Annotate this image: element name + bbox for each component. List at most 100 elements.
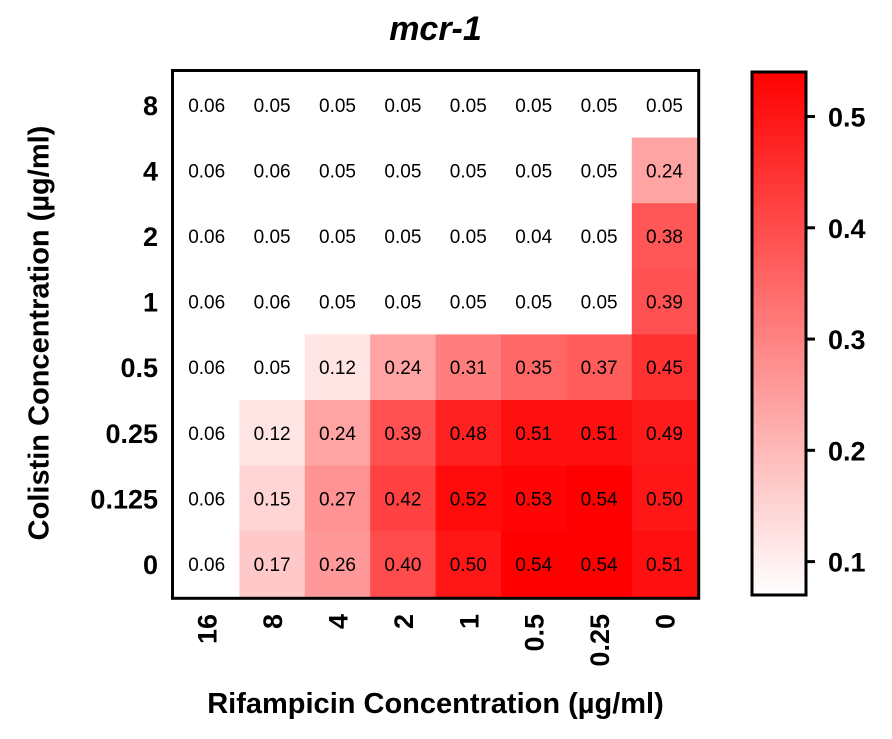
heatmap-cell (174, 531, 240, 598)
heatmap-cell (370, 531, 437, 598)
cell-value-label: 0.27 (319, 489, 356, 510)
x-tick-label: 8 (258, 614, 288, 629)
cell-value-label: 0.05 (450, 161, 487, 182)
heatmap-cell (370, 465, 437, 532)
cell-value-label: 0.05 (515, 161, 552, 182)
cell-value-label: 0.48 (450, 424, 487, 445)
heatmap-cell (631, 137, 698, 204)
cell-value-label: 0.05 (450, 96, 487, 117)
heatmap-cell (435, 72, 502, 139)
cell-value-label: 0.05 (319, 227, 356, 248)
x-tick-label: 1 (454, 614, 484, 629)
cell-value-label: 0.05 (384, 161, 421, 182)
heatmap-cell (174, 400, 240, 467)
heatmap-cell (174, 465, 240, 532)
cell-value-label: 0.05 (450, 293, 487, 314)
cell-value-label: 0.06 (254, 293, 291, 314)
heatmap-cell (566, 531, 633, 598)
heatmap-cell (631, 531, 698, 598)
cell-value-label: 0.50 (450, 555, 487, 576)
cell-value-label: 0.05 (581, 96, 618, 117)
cell-value-label: 0.06 (188, 555, 225, 576)
heatmap-cell (435, 465, 502, 532)
heatmap-cell (370, 137, 437, 204)
heatmap-cell (174, 334, 240, 401)
heatmap-cell (370, 268, 437, 335)
heatmap-cell (304, 400, 371, 467)
cell-value-label: 0.52 (450, 489, 487, 510)
cell-value-label: 0.37 (581, 358, 618, 379)
heatmap-cell (239, 203, 306, 270)
heatmap-cell (304, 465, 371, 532)
colorbar-tick-label: 0.1 (828, 548, 866, 578)
y-tick-label: 0 (143, 550, 158, 580)
cell-value-label: 0.05 (581, 227, 618, 248)
heatmap-cell (501, 334, 567, 401)
cell-value-label: 0.05 (319, 293, 356, 314)
heatmap-cell (174, 137, 240, 204)
cell-value-label: 0.53 (515, 489, 552, 510)
heatmap-cell (239, 137, 306, 204)
x-tick-label: 4 (324, 614, 354, 629)
heatmap-cell (631, 400, 698, 467)
heatmap-cell (435, 268, 502, 335)
cell-value-label: 0.31 (450, 358, 487, 379)
y-tick-label: 4 (143, 156, 158, 186)
cell-value-label: 0.05 (515, 293, 552, 314)
heatmap-cell (239, 465, 306, 532)
y-tick-label: 1 (143, 288, 158, 318)
heatmap-cell (501, 400, 567, 467)
heatmap-cell (304, 72, 371, 139)
cell-value-label: 0.06 (188, 293, 225, 314)
heatmap-cell (435, 334, 502, 401)
heatmap-cell (566, 137, 633, 204)
heatmap-cell (631, 465, 698, 532)
cell-value-label: 0.05 (254, 227, 291, 248)
cell-value-label: 0.54 (515, 555, 552, 576)
cell-value-label: 0.06 (188, 161, 225, 182)
heatmap-cell (501, 465, 567, 532)
heatmap-cell (501, 531, 567, 598)
y-tick-label: 2 (143, 222, 158, 252)
cell-value-label: 0.05 (319, 96, 356, 117)
x-axis-label: Rifampicin Concentration (µg/ml) (207, 688, 664, 720)
cell-value-label: 0.06 (188, 96, 225, 117)
heatmap-cell (304, 268, 371, 335)
heatmap-cell (239, 268, 306, 335)
cell-value-label: 0.50 (646, 489, 683, 510)
cell-value-label: 0.38 (646, 227, 683, 248)
cell-value-label: 0.15 (254, 489, 291, 510)
cell-value-label: 0.51 (515, 424, 552, 445)
heatmap-cell (239, 334, 306, 401)
heatmap-cell (239, 531, 306, 598)
heatmap-cell (435, 531, 502, 598)
cell-value-label: 0.05 (581, 293, 618, 314)
cell-value-label: 0.54 (581, 489, 618, 510)
cell-value-label: 0.06 (188, 227, 225, 248)
cell-value-label: 0.06 (188, 424, 225, 445)
cell-value-label: 0.05 (581, 161, 618, 182)
cell-value-label: 0.05 (450, 227, 487, 248)
cell-value-label: 0.35 (515, 358, 552, 379)
cell-value-label: 0.05 (384, 96, 421, 117)
heatmap-cell (501, 203, 567, 270)
heatmap-cell (631, 72, 698, 139)
y-tick-label: 0.125 (90, 484, 158, 514)
heatmap-cell (370, 72, 437, 139)
heatmap-cell (304, 203, 371, 270)
cell-value-label: 0.05 (646, 96, 683, 117)
x-tick-label: 0.25 (585, 614, 615, 667)
cell-value-label: 0.06 (188, 489, 225, 510)
cell-value-label: 0.51 (581, 424, 618, 445)
heatmap-cell (304, 531, 371, 598)
cell-value-label: 0.05 (254, 96, 291, 117)
heatmap-cell (304, 137, 371, 204)
cell-value-label: 0.05 (384, 227, 421, 248)
heatmap-cell (566, 400, 633, 467)
heatmap-cell (566, 334, 633, 401)
cell-value-label: 0.17 (254, 555, 291, 576)
heatmap-cell (566, 465, 633, 532)
heatmap-cell (501, 137, 567, 204)
plot-frame (171, 69, 701, 600)
colorbar-tick-label: 0.4 (828, 214, 866, 244)
